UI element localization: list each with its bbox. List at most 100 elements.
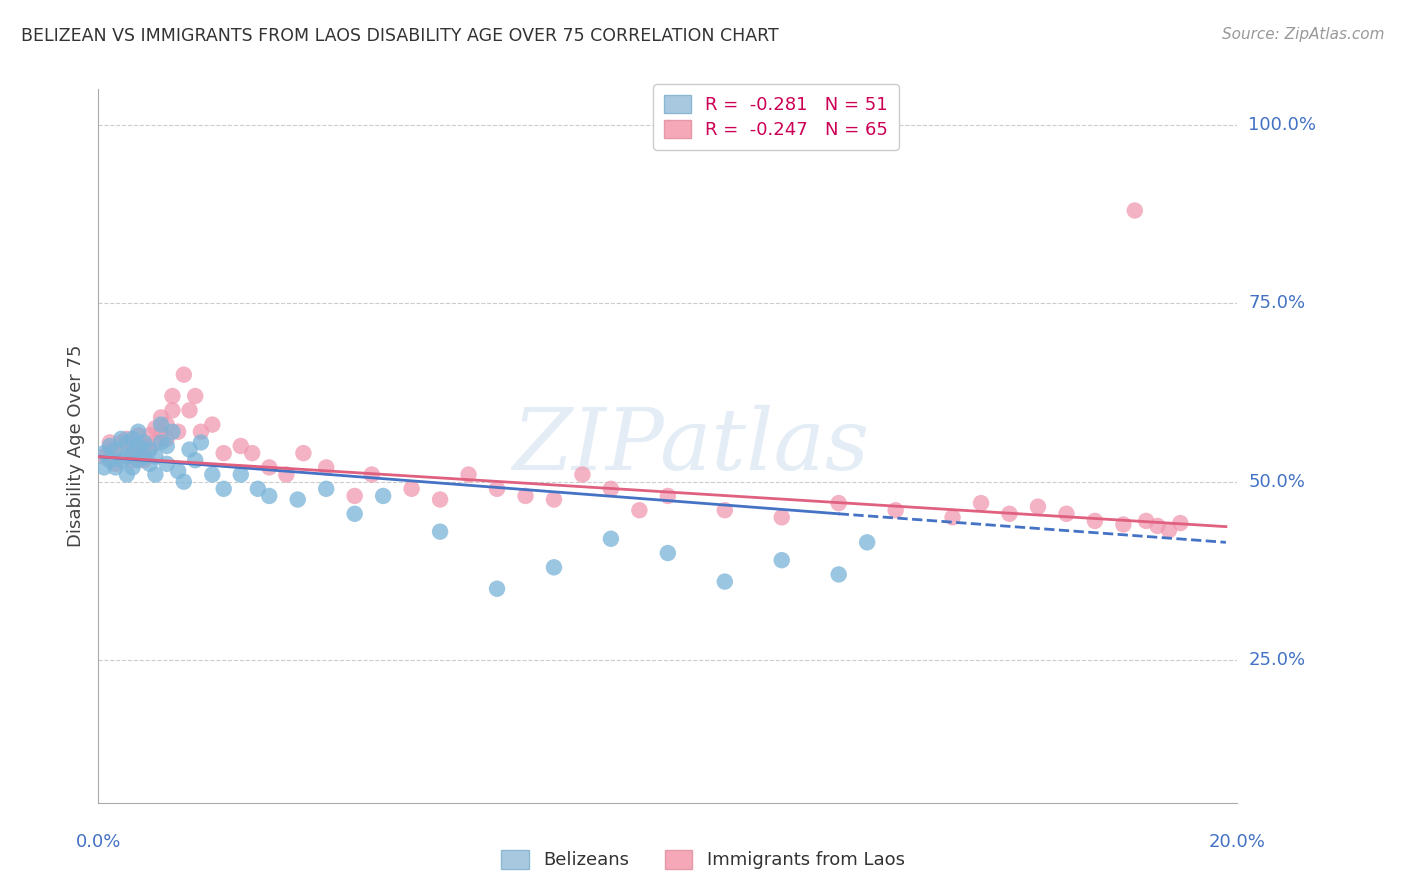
Point <box>145 467 167 482</box>
Point <box>150 435 173 450</box>
Point <box>98 435 121 450</box>
Point <box>970 496 993 510</box>
Point <box>292 446 315 460</box>
Point <box>179 403 201 417</box>
Point <box>93 460 115 475</box>
Point <box>132 439 155 453</box>
Point <box>714 503 737 517</box>
Point <box>127 453 149 467</box>
Point <box>104 442 127 457</box>
Point <box>515 489 537 503</box>
Point <box>212 482 235 496</box>
Point <box>121 439 143 453</box>
Point <box>121 446 143 460</box>
Point <box>127 428 149 442</box>
Point <box>315 460 337 475</box>
Point <box>145 435 167 450</box>
Point <box>429 492 451 507</box>
Text: 75.0%: 75.0% <box>1249 294 1306 312</box>
Point <box>240 446 263 460</box>
Point <box>1157 523 1180 537</box>
Point <box>343 489 366 503</box>
Point <box>127 425 149 439</box>
Point <box>173 368 195 382</box>
Point <box>373 489 395 503</box>
Point <box>429 524 451 539</box>
Point <box>110 435 132 450</box>
Point <box>93 446 115 460</box>
Point <box>110 453 132 467</box>
Y-axis label: Disability Age Over 75: Disability Age Over 75 <box>66 344 84 548</box>
Point <box>98 453 121 467</box>
Point <box>156 457 179 471</box>
Point <box>229 467 252 482</box>
Point <box>150 410 173 425</box>
Point <box>1112 517 1135 532</box>
Point <box>167 464 190 478</box>
Point <box>343 507 366 521</box>
Point <box>259 489 281 503</box>
Point <box>173 475 195 489</box>
Point <box>212 446 235 460</box>
Point <box>115 432 138 446</box>
Point <box>259 460 281 475</box>
Point <box>156 439 179 453</box>
Point <box>571 467 593 482</box>
Point <box>150 417 173 432</box>
Point <box>486 482 509 496</box>
Point <box>201 417 224 432</box>
Point <box>884 503 907 517</box>
Point <box>201 467 224 482</box>
Point <box>315 482 337 496</box>
Point <box>246 482 269 496</box>
Point <box>104 460 127 475</box>
Point <box>190 435 212 450</box>
Point <box>110 432 132 446</box>
Point <box>93 450 115 464</box>
Point <box>138 442 160 457</box>
Point <box>543 492 565 507</box>
Point <box>828 567 851 582</box>
Point <box>770 553 793 567</box>
Point <box>121 460 143 475</box>
Point <box>132 450 155 464</box>
Point <box>229 439 252 453</box>
Point <box>98 442 121 457</box>
Point <box>162 389 184 403</box>
Point <box>287 492 309 507</box>
Point <box>115 467 138 482</box>
Point <box>657 489 679 503</box>
Text: 20.0%: 20.0% <box>1209 833 1265 851</box>
Point <box>457 467 479 482</box>
Text: Source: ZipAtlas.com: Source: ZipAtlas.com <box>1222 27 1385 42</box>
Text: 25.0%: 25.0% <box>1249 651 1306 669</box>
Text: 100.0%: 100.0% <box>1249 116 1316 134</box>
Text: 0.0%: 0.0% <box>76 833 121 851</box>
Point <box>179 442 201 457</box>
Point <box>401 482 423 496</box>
Point <box>1056 507 1078 521</box>
Point <box>184 453 207 467</box>
Legend: R =  -0.281   N = 51, R =  -0.247   N = 65: R = -0.281 N = 51, R = -0.247 N = 65 <box>652 84 898 150</box>
Point <box>145 450 167 464</box>
Point <box>132 453 155 467</box>
Point <box>856 535 879 549</box>
Text: 50.0%: 50.0% <box>1249 473 1305 491</box>
Point <box>156 417 179 432</box>
Point <box>1170 516 1192 530</box>
Point <box>770 510 793 524</box>
Point <box>115 450 138 464</box>
Point <box>276 467 298 482</box>
Point <box>486 582 509 596</box>
Point <box>600 532 623 546</box>
Point <box>121 453 143 467</box>
Point <box>98 439 121 453</box>
Point <box>190 425 212 439</box>
Point <box>998 507 1021 521</box>
Legend: Belizeans, Immigrants from Laos: Belizeans, Immigrants from Laos <box>492 841 914 879</box>
Point <box>942 510 965 524</box>
Point <box>657 546 679 560</box>
Text: ZIPatlas: ZIPatlas <box>512 405 869 487</box>
Point <box>156 432 179 446</box>
Point <box>138 457 160 471</box>
